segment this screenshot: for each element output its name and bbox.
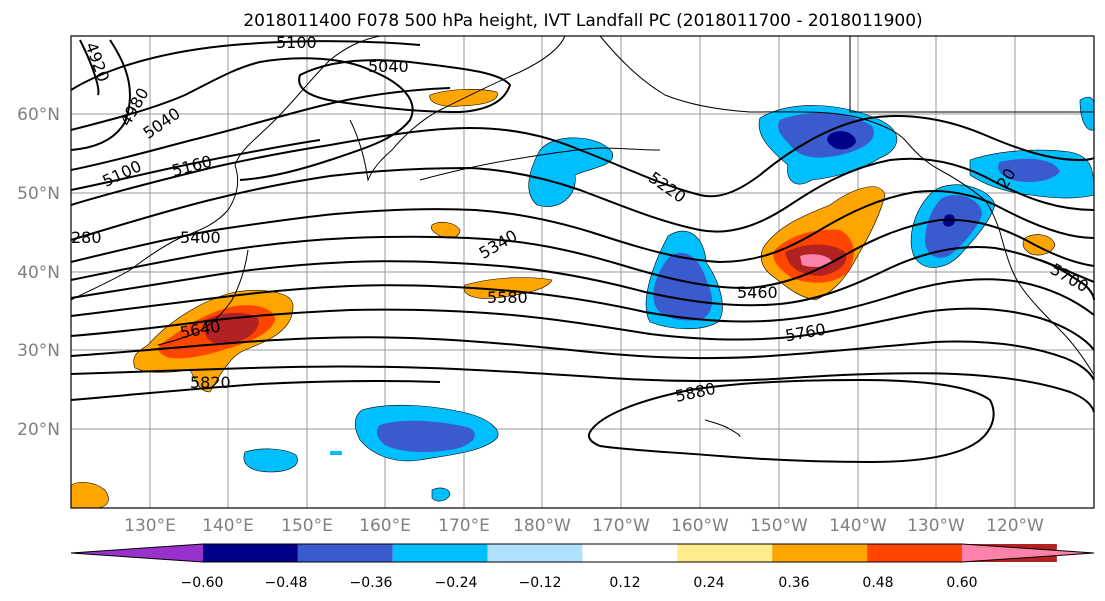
contour-label: 5040: [368, 57, 409, 76]
colorbar-segment: [582, 544, 678, 562]
contour-line: [70, 307, 1095, 351]
contour-line: [70, 336, 1095, 381]
colorbar-segment: [487, 544, 583, 562]
contour-line: [70, 139, 321, 191]
ivt-region-central-pacific-core: [653, 252, 713, 321]
height-contours: [70, 39, 1095, 464]
contour-line: [70, 365, 1095, 413]
colorbar-tick-label: 0.48: [862, 575, 893, 591]
hawaii: [704, 419, 741, 438]
colorbar: −0.60 −0.48 −0.36 −0.24 −0.12 0.12 0.24 …: [70, 543, 1095, 591]
ivt-region-dateline: [463, 277, 553, 299]
coast-kamchatka: [349, 35, 566, 182]
ivt-region-tiny: [330, 451, 342, 455]
lat-label-60n: 60°N: [17, 105, 60, 125]
lon-label: 160°W: [671, 516, 729, 536]
ivt-region-gulf-alaska-peak: [827, 131, 856, 150]
contour-line: [70, 157, 1095, 241]
lon-label: 150°W: [750, 516, 808, 536]
contour-line: [70, 40, 421, 91]
contour-line: [70, 245, 1095, 307]
lat-label-30n: 30°N: [17, 341, 60, 361]
contour-line: [70, 39, 131, 151]
colorbar-outline: [70, 543, 1095, 563]
contour-label: 5820: [190, 373, 231, 392]
colorbar-segment: [297, 544, 393, 562]
map-frame: [70, 35, 1095, 509]
lon-label: 170°E: [438, 516, 490, 536]
ivt-region-west-subtropics: [243, 448, 298, 473]
map-panel: 5100 5040 4920 4980 5040 5100 5160 5220 …: [70, 33, 1095, 509]
latitude-labels: 60°N 50°N 40°N 30°N 20°N: [17, 105, 60, 440]
colorbar-tick-label: −0.12: [519, 575, 562, 591]
colorbar-segment: [392, 544, 488, 562]
ivt-region-pacific-northwest-core: [925, 195, 982, 258]
colorbar-segment-min: [71, 544, 203, 562]
coast-north-america-west: [999, 231, 1095, 376]
contour-line: [70, 189, 1095, 264]
contour-line: [1039, 259, 1095, 301]
contour-line: [70, 379, 441, 401]
contour-line: [587, 378, 995, 464]
colorbar-tick-label: −0.24: [435, 575, 478, 591]
colorbar-tick-labels: −0.60 −0.48 −0.36 −0.24 −0.12 0.12 0.24 …: [181, 575, 978, 591]
colorbar-tick-label: 0.12: [609, 575, 640, 591]
aleutian-chain: [419, 147, 661, 181]
colorbar-segment: [772, 544, 868, 562]
lat-label-50n: 50°N: [17, 184, 60, 204]
colorbar-segment: [867, 544, 962, 562]
figure-title: 2018011400 F078 500 hPa height, IVT Land…: [243, 11, 922, 31]
longitude-labels: 130°E 140°E 150°E 160°E 170°E 180°W 170°…: [124, 516, 1044, 536]
ivt-region-dateline-small: [431, 487, 451, 502]
lon-label: 180°W: [513, 516, 571, 536]
colorbar-tick-label: 0.24: [693, 575, 724, 591]
lat-label-20n: 20°N: [17, 420, 60, 440]
contour-label: 5100: [276, 33, 317, 52]
colorbar-segment-max: [962, 544, 1094, 562]
colorbar-segment: [203, 544, 298, 562]
canada-border: [849, 36, 1094, 113]
lon-label: 170°W: [592, 516, 650, 536]
contour-line: [70, 278, 1095, 323]
ivt-region-japan-peak: [205, 312, 259, 345]
contour-line: [70, 87, 451, 171]
lon-label: 130°E: [124, 516, 176, 536]
lon-label: 150°E: [281, 516, 333, 536]
colorbar-tick-label: 0.60: [946, 575, 977, 591]
colorbar-tick-label: 0.36: [778, 575, 809, 591]
contour-label: 5400: [180, 228, 221, 247]
negative-ivt-regions: [243, 96, 1095, 502]
contour-label: 5580: [487, 288, 528, 307]
contour-label: 5460: [737, 283, 778, 302]
colorbar-tick-label: −0.48: [265, 575, 308, 591]
contour-line: [70, 218, 1095, 290]
ivt-region-subtropics-core: [377, 420, 475, 453]
contour-line: [70, 57, 414, 181]
ivt-region-canada-core: [998, 158, 1060, 182]
lon-label: 160°E: [359, 516, 411, 536]
contour-line: [79, 39, 100, 96]
lon-label: 130°W: [907, 516, 965, 536]
contour-line: [70, 115, 1095, 206]
ivt-region-gulf-north-max: [800, 254, 832, 267]
lon-label: 120°W: [986, 516, 1044, 536]
colorbar-segments: [70, 543, 1095, 563]
lon-label: 140°W: [829, 516, 887, 536]
lat-label-40n: 40°N: [17, 263, 60, 283]
contour-label: 280: [71, 228, 102, 247]
colorbar-segment: [677, 544, 773, 562]
lon-label: 140°E: [202, 516, 254, 536]
colorbar-tick-label: −0.36: [350, 575, 393, 591]
colorbar-tick-label: −0.60: [181, 575, 224, 591]
